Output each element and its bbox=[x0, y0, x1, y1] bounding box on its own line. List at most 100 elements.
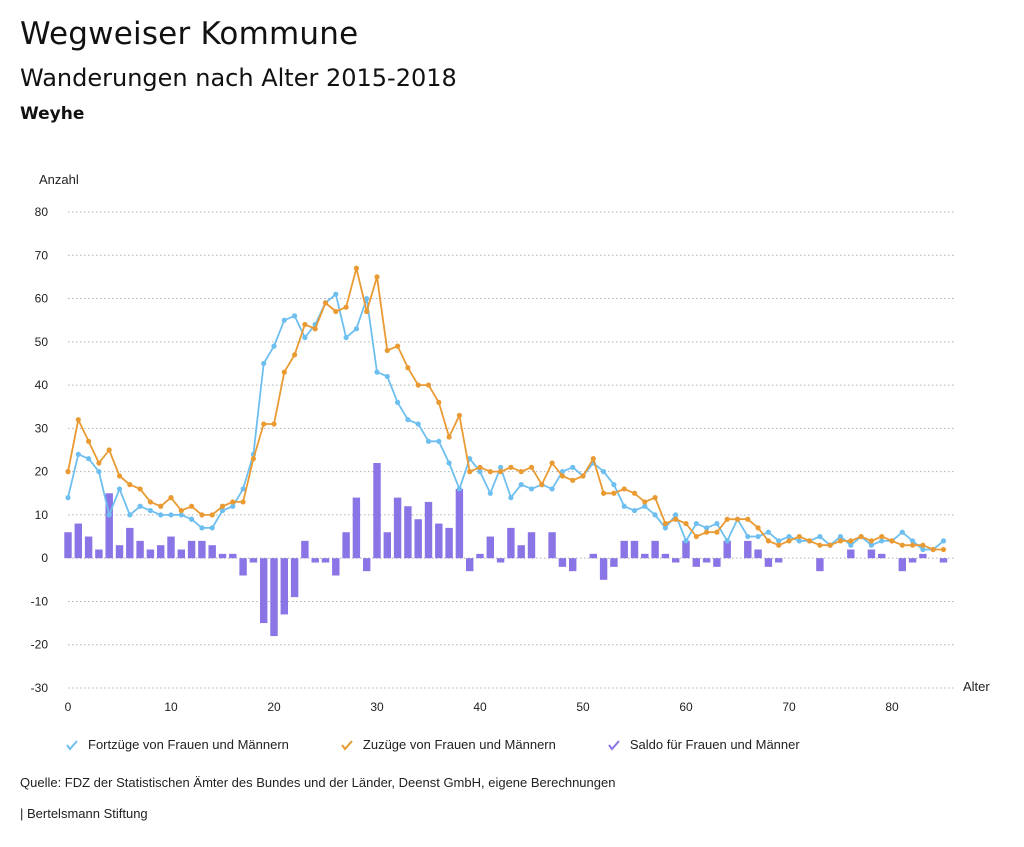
bar-saldo bbox=[393, 497, 402, 559]
point-zuzuege bbox=[714, 529, 720, 535]
y-tick-label: 40 bbox=[35, 378, 49, 392]
point-zuzuege bbox=[168, 495, 174, 501]
x-tick-label: 40 bbox=[473, 700, 487, 714]
point-fortzuege bbox=[848, 542, 854, 548]
chart-legend: Fortzüge von Frauen und Männern Zuzüge v… bbox=[66, 737, 852, 752]
point-fortzuege bbox=[508, 495, 514, 501]
legend-item-zuzuege[interactable]: Zuzüge von Frauen und Männern bbox=[341, 737, 556, 752]
bar-saldo bbox=[115, 545, 124, 559]
point-zuzuege bbox=[837, 538, 844, 544]
y-tick-label: 30 bbox=[35, 421, 49, 435]
legend-item-fortzuege[interactable]: Fortzüge von Frauen und Männern bbox=[66, 737, 289, 752]
point-fortzuege bbox=[230, 503, 236, 509]
point-zuzuege bbox=[199, 512, 205, 518]
point-fortzuege bbox=[384, 373, 390, 380]
point-fortzuege bbox=[817, 533, 823, 540]
point-zuzuege bbox=[250, 456, 256, 462]
point-fortzuege bbox=[920, 546, 926, 553]
point-zuzuege bbox=[292, 352, 298, 358]
bar-saldo bbox=[589, 553, 598, 559]
point-zuzuege bbox=[147, 499, 153, 505]
point-fortzuege bbox=[240, 486, 246, 492]
point-fortzuege bbox=[395, 399, 401, 405]
point-fortzuege bbox=[940, 538, 947, 544]
bar-saldo bbox=[373, 462, 381, 559]
point-fortzuege bbox=[436, 438, 442, 444]
x-tick-label: 0 bbox=[65, 700, 72, 714]
bar-saldo bbox=[208, 545, 216, 559]
point-fortzuege bbox=[776, 538, 782, 544]
bar-saldo bbox=[713, 558, 721, 567]
point-fortzuege bbox=[456, 486, 462, 492]
bar-saldo bbox=[424, 501, 433, 559]
point-zuzuege bbox=[858, 533, 864, 540]
point-zuzuege bbox=[528, 464, 535, 470]
point-zuzuege bbox=[724, 516, 730, 522]
bar-saldo bbox=[167, 536, 175, 559]
point-zuzuege bbox=[776, 542, 782, 548]
y-tick-label: -10 bbox=[31, 594, 49, 608]
point-fortzuege bbox=[261, 360, 267, 367]
point-fortzuege bbox=[343, 334, 349, 341]
bar-saldo bbox=[290, 558, 299, 598]
bar-saldo bbox=[692, 558, 701, 567]
bar-saldo bbox=[898, 558, 907, 572]
bar-saldo bbox=[610, 558, 618, 567]
point-fortzuege bbox=[178, 512, 184, 518]
bar-saldo bbox=[641, 553, 649, 559]
point-fortzuege bbox=[446, 460, 452, 466]
bar-saldo bbox=[702, 558, 711, 563]
bar-saldo bbox=[867, 549, 876, 559]
bar-saldo bbox=[558, 558, 567, 567]
bar-saldo bbox=[342, 532, 350, 559]
point-zuzuege bbox=[570, 477, 576, 483]
point-fortzuege bbox=[879, 538, 885, 544]
point-fortzuege bbox=[621, 503, 627, 509]
x-tick-label: 50 bbox=[576, 700, 590, 714]
bar-saldo bbox=[259, 558, 268, 624]
chart-subtitle: Wanderungen nach Alter 2015-2018 bbox=[20, 64, 457, 92]
bar-saldo bbox=[816, 558, 824, 572]
bar-saldo bbox=[774, 558, 783, 563]
x-tick-label: 20 bbox=[267, 700, 281, 714]
region-name: Weyhe bbox=[20, 104, 85, 124]
bar-saldo bbox=[383, 532, 392, 559]
point-zuzuege bbox=[508, 464, 514, 470]
source-note: Quelle: FDZ der Statistischen Ämter des … bbox=[20, 775, 616, 790]
point-fortzuege bbox=[292, 313, 298, 319]
y-tick-label: 0 bbox=[41, 551, 48, 565]
bar-saldo bbox=[754, 549, 762, 559]
point-zuzuege bbox=[745, 516, 751, 522]
bar-saldo bbox=[229, 553, 237, 559]
point-fortzuege bbox=[405, 417, 411, 423]
point-zuzuege bbox=[364, 308, 370, 315]
point-zuzuege bbox=[549, 460, 555, 466]
bar-saldo bbox=[877, 553, 886, 559]
point-zuzuege bbox=[807, 538, 813, 544]
point-fortzuege bbox=[652, 512, 658, 518]
point-zuzuege bbox=[127, 482, 133, 488]
point-fortzuege bbox=[137, 503, 143, 509]
point-zuzuege bbox=[910, 542, 916, 548]
x-tick-label: 80 bbox=[885, 700, 899, 714]
point-fortzuege bbox=[302, 334, 308, 341]
point-zuzuege bbox=[848, 538, 854, 544]
point-zuzuege bbox=[116, 473, 123, 479]
bar-saldo bbox=[476, 553, 484, 559]
point-zuzuege bbox=[621, 486, 627, 492]
bar-saldo bbox=[187, 540, 196, 559]
point-zuzuege bbox=[446, 434, 452, 440]
point-zuzuege bbox=[899, 542, 905, 548]
point-zuzuege bbox=[868, 538, 875, 544]
point-zuzuege bbox=[405, 365, 411, 371]
point-zuzuege bbox=[353, 265, 359, 271]
y-tick-label: 10 bbox=[35, 508, 49, 522]
point-zuzuege bbox=[302, 321, 308, 328]
point-zuzuege bbox=[920, 542, 926, 548]
point-zuzuege bbox=[662, 520, 669, 527]
check-icon bbox=[608, 739, 620, 751]
bar-saldo bbox=[404, 506, 412, 559]
legend-item-saldo[interactable]: Saldo für Frauen und Männer bbox=[608, 737, 800, 752]
point-fortzuege bbox=[75, 451, 81, 457]
bar-saldo bbox=[352, 497, 361, 559]
